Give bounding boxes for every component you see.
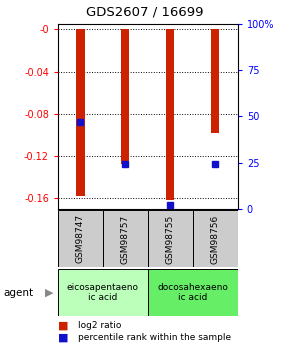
Bar: [211, 29, 219, 133]
Text: log2 ratio: log2 ratio: [78, 321, 122, 330]
Text: GSM98755: GSM98755: [166, 214, 175, 264]
Bar: [103, 210, 148, 267]
Text: GSM98747: GSM98747: [76, 214, 85, 264]
Text: ■: ■: [58, 321, 68, 330]
Bar: [166, 29, 174, 200]
Text: GSM98757: GSM98757: [121, 214, 130, 264]
Bar: [58, 210, 103, 267]
Text: docosahexaeno
ic acid: docosahexaeno ic acid: [157, 283, 228, 302]
Bar: [58, 269, 148, 316]
Bar: [193, 210, 238, 267]
Text: percentile rank within the sample: percentile rank within the sample: [78, 333, 231, 342]
Text: eicosapentaeno
ic acid: eicosapentaeno ic acid: [67, 283, 139, 302]
Text: ■: ■: [58, 333, 68, 342]
Text: agent: agent: [3, 288, 33, 297]
Bar: [148, 269, 238, 316]
Text: ▶: ▶: [45, 288, 53, 297]
Text: GDS2607 / 16699: GDS2607 / 16699: [86, 6, 204, 19]
Bar: [77, 29, 84, 196]
Bar: [122, 29, 129, 165]
Bar: [148, 210, 193, 267]
Text: GSM98756: GSM98756: [211, 214, 220, 264]
